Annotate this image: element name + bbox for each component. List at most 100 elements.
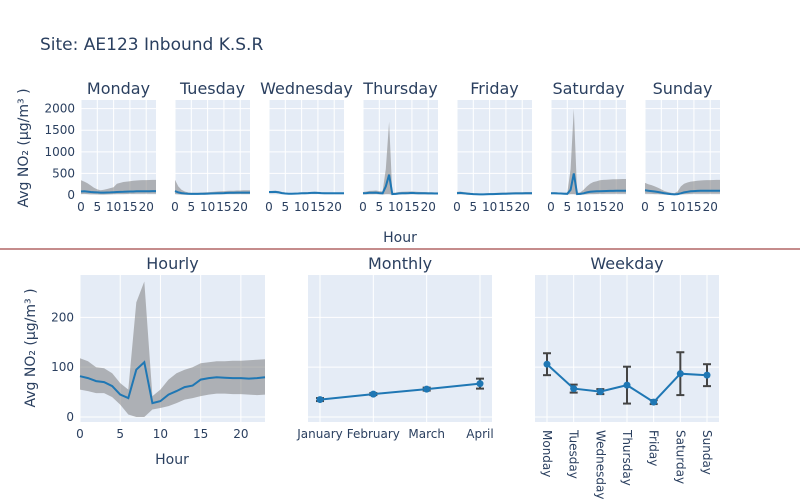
facet-thursday-title: Thursday: [362, 79, 437, 98]
x-tick-label: 15: [404, 200, 419, 214]
weekday-panel: Monday Tuesday Wednesday Thursday Friday Satu…: [535, 254, 719, 499]
x-tick-label: 10: [106, 200, 121, 214]
x-tick-label: 15: [686, 200, 701, 214]
facet-thursday-plot-area: [363, 100, 438, 195]
data-point: [676, 370, 684, 378]
facet-wednesday-plot-area: [269, 100, 344, 195]
data-point: [423, 385, 431, 393]
x-tick-label: 5: [281, 200, 289, 214]
x-tick-label: 0: [547, 200, 555, 214]
x-tick-label: Tuesday: [567, 429, 581, 479]
hourly-x-axis-label: Hour: [155, 452, 189, 468]
data-point: [543, 360, 551, 368]
data-point: [596, 388, 604, 396]
x-tick-label: 0: [265, 200, 273, 214]
x-tick-label: 10: [200, 200, 215, 214]
x-tick-label: February: [347, 427, 400, 441]
x-tick-label: 5: [93, 200, 101, 214]
facet-saturday-plot-area: [551, 100, 626, 195]
x-tick-label: 0: [171, 200, 179, 214]
x-tick-label: 15: [122, 200, 137, 214]
mean-line: [174, 190, 250, 195]
mean-line: [269, 190, 344, 195]
confidence-band: [175, 179, 250, 195]
chart-title: Site: AE123 Inbound K.S.R: [40, 35, 263, 55]
x-tick-label: 0: [453, 200, 461, 214]
x-tick-label: 20: [515, 200, 530, 214]
x-tick-label: 5: [375, 200, 383, 214]
facet-wednesday-title: Wednesday: [260, 79, 353, 98]
x-tick-label: April: [466, 427, 493, 441]
facet-friday-plot-area: [457, 100, 532, 195]
mean-line: [550, 173, 626, 196]
facet-sunday-title: Sunday: [653, 79, 713, 98]
data-point: [703, 371, 711, 379]
x-tick-label: Saturday: [673, 430, 687, 484]
x-tick-label: 15: [310, 200, 325, 214]
facet-tuesday-title: Tuesday: [179, 79, 245, 98]
facet-monday-title: Monday: [87, 79, 150, 98]
facet-saturday-title: Saturday: [552, 79, 624, 98]
data-point: [369, 390, 377, 398]
hourly-y-axis-label: Avg NO₂ (μg/m³ ): [23, 288, 39, 407]
x-tick-label: 10: [670, 200, 685, 214]
mean-line: [644, 189, 720, 196]
hourly-title: Hourly: [146, 254, 198, 273]
y-tick-label: 500: [52, 166, 75, 180]
x-tick-label: 10: [294, 200, 309, 214]
facet-tuesday-panel: 0 5 10 15 20 Tuesday: [171, 79, 250, 214]
confidence-band: [80, 281, 265, 417]
x-tick-label: 15: [498, 200, 513, 214]
mean-line: [80, 190, 156, 194]
x-tick-label: Thursday: [620, 429, 634, 486]
data-point: [570, 385, 578, 393]
data-point: [650, 398, 658, 406]
x-tick-label: 0: [359, 200, 367, 214]
y-tick-label: 0: [67, 188, 75, 202]
mean-line: [79, 360, 266, 405]
x-tick-label: 15: [193, 427, 208, 441]
mean-line: [456, 191, 532, 196]
x-tick-label: 10: [388, 200, 403, 214]
x-tick-label: January: [296, 427, 343, 441]
y-tick-label: 100: [51, 360, 74, 374]
facet-sunday-panel: 0 5 10 15 20 Sunday: [641, 79, 720, 214]
y-tick-label: 1500: [44, 123, 75, 137]
x-tick-label: 5: [657, 200, 665, 214]
x-tick-label: Monday: [540, 430, 554, 477]
x-tick-label: 0: [76, 427, 84, 441]
x-tick-label: 20: [609, 200, 624, 214]
facet-sunday-plot-area: [645, 100, 720, 195]
x-tick-label: 5: [469, 200, 477, 214]
x-tick-label: 15: [216, 200, 231, 214]
facet-friday-panel: 0 5 10 15 20 Friday: [453, 79, 532, 214]
x-tick-label: 5: [187, 200, 195, 214]
mean-line: [362, 174, 438, 196]
x-tick-label: Sunday: [700, 430, 714, 475]
y-tick-label: 200: [51, 310, 74, 324]
facet-monday-plot-area: [81, 100, 156, 195]
x-tick-label: 10: [482, 200, 497, 214]
data-point: [316, 396, 324, 404]
weekday-title: Weekday: [590, 254, 663, 273]
x-tick-label: 20: [327, 200, 342, 214]
facet-friday-title: Friday: [470, 79, 519, 98]
x-tick-label: 0: [77, 200, 85, 214]
x-tick-label: 0: [641, 200, 649, 214]
x-tick-label: 5: [563, 200, 571, 214]
y-tick-label: 0: [66, 410, 74, 424]
x-tick-label: 20: [233, 200, 248, 214]
x-tick-label: Friday: [647, 430, 661, 466]
x-tick-label: 20: [703, 200, 718, 214]
facet-y-axis-label: Avg NO₂ (μg/m³ ): [16, 88, 32, 207]
x-tick-label: 10: [153, 427, 168, 441]
x-tick-label: 10: [576, 200, 591, 214]
x-tick-label: 20: [233, 427, 248, 441]
monthly-title: Monthly: [368, 254, 432, 273]
mean-line: [319, 382, 481, 401]
y-tick-label: 2000: [44, 102, 75, 116]
facet-saturday-panel: 0 5 10 15 20 Saturday: [547, 79, 626, 214]
